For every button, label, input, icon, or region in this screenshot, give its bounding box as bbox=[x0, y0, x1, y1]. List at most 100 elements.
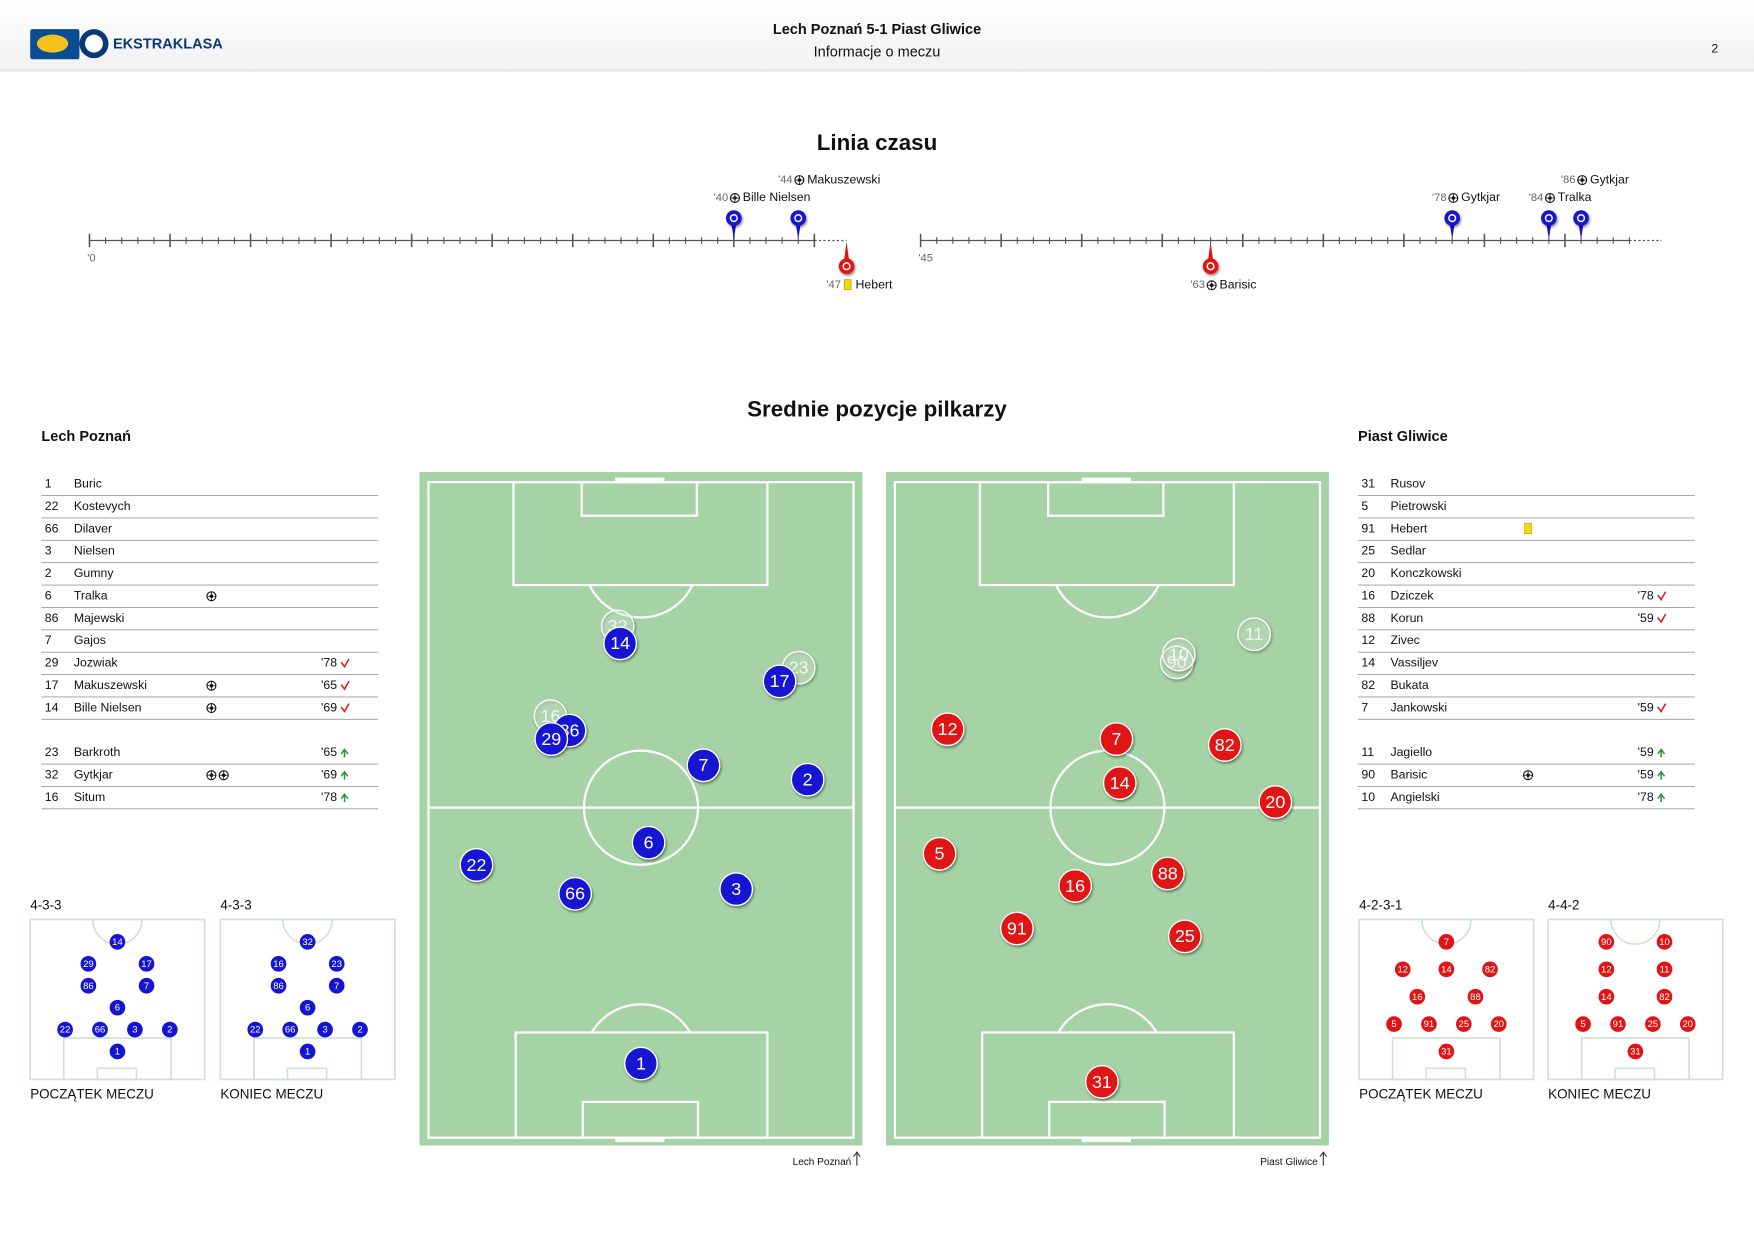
marker-number: 7 bbox=[1111, 729, 1121, 749]
ball-seams bbox=[206, 703, 216, 713]
pitch-caption: Lech Poznań bbox=[793, 1157, 852, 1168]
player-marker bbox=[534, 722, 569, 756]
player-name: Makuszewski bbox=[74, 678, 147, 692]
mini-marker-number: 5 bbox=[1580, 1019, 1585, 1030]
event-pin-hole bbox=[729, 214, 738, 223]
player-number: 90 bbox=[1361, 767, 1375, 781]
player-marker bbox=[930, 712, 965, 747]
marker-number: 17 bbox=[770, 671, 790, 691]
timeline-start-label: '0 bbox=[87, 252, 95, 264]
event-pin bbox=[790, 210, 807, 226]
logo-ball-inner bbox=[85, 34, 103, 53]
player-marker bbox=[1085, 1065, 1119, 1099]
sub-off-icon bbox=[340, 658, 350, 669]
mini-marker bbox=[270, 977, 287, 994]
player-name: Gytkjar bbox=[74, 767, 113, 781]
mini-goal-box bbox=[1425, 1067, 1467, 1081]
mini-marker-number: 20 bbox=[1493, 1019, 1504, 1030]
event-pin-hole bbox=[842, 262, 851, 271]
event-player: Barisic bbox=[1220, 278, 1257, 292]
mini-pitch: 31 5 91 25 20 14 82 12 11 90 10 bbox=[1547, 918, 1724, 1081]
sub-off-icon bbox=[1657, 591, 1667, 602]
ball-patch bbox=[209, 773, 214, 777]
logo[interactable]: EKSTRAKLASA bbox=[30, 29, 223, 60]
mini-marker-number: 11 bbox=[1660, 964, 1670, 975]
goal-icon bbox=[206, 703, 217, 714]
mini-marker bbox=[109, 934, 126, 950]
event-pin-hole bbox=[794, 214, 803, 223]
player-name: Rusov bbox=[1390, 477, 1426, 491]
ball-seams bbox=[206, 681, 216, 691]
player-number: 12 bbox=[1361, 633, 1375, 647]
ball-patch bbox=[1526, 773, 1530, 777]
player-number: 6 bbox=[45, 588, 52, 602]
mini-marker bbox=[1598, 988, 1615, 1005]
mini-marker-number: 5 bbox=[1391, 1019, 1396, 1030]
player-name: Majewski bbox=[74, 611, 125, 625]
event-pin bbox=[838, 258, 855, 275]
player-marker bbox=[1258, 785, 1293, 819]
marker-number: 12 bbox=[938, 719, 958, 739]
event-pin bbox=[1573, 210, 1589, 226]
sub-on-icon bbox=[340, 770, 349, 780]
player-name: Barkroth bbox=[74, 745, 121, 759]
formation-name: 4-3-3 bbox=[220, 898, 251, 913]
player-name: Dziczek bbox=[1390, 588, 1434, 602]
player-marker bbox=[1099, 722, 1134, 756]
sub-off-icon bbox=[340, 703, 350, 713]
ball-seams bbox=[1448, 193, 1458, 203]
player-number: 88 bbox=[1361, 611, 1375, 625]
pitch-caption: Piast Gliwice bbox=[1260, 1157, 1318, 1168]
goal-icon bbox=[1577, 175, 1588, 186]
mini-marker bbox=[1575, 1016, 1591, 1032]
marker-number: 7 bbox=[698, 755, 708, 775]
header-subtitle: Informacje o meczu bbox=[814, 44, 941, 60]
mini-marker-number: 82 bbox=[1659, 992, 1670, 1003]
player-number: 23 bbox=[45, 745, 59, 759]
pitch: 11901031591252016881214827Piast Gliwice bbox=[885, 472, 1329, 1168]
player-number: 16 bbox=[45, 790, 59, 804]
mini-marker-number: 12 bbox=[1601, 964, 1612, 975]
goal-top bbox=[1081, 477, 1131, 483]
timeline-title: Linia czasu bbox=[817, 130, 938, 155]
mini-marker-number: 66 bbox=[95, 1025, 106, 1036]
mini-marker-number: 22 bbox=[250, 1025, 261, 1036]
player-number: 82 bbox=[1361, 678, 1375, 692]
goal-icon bbox=[206, 770, 217, 781]
sub-minute: '59 bbox=[1638, 611, 1654, 625]
player-name: Jozwiak bbox=[74, 656, 119, 670]
player-number: 7 bbox=[1361, 700, 1368, 714]
mini-marker-number: 25 bbox=[1648, 1019, 1659, 1030]
event-player: Gytkjar bbox=[1590, 172, 1629, 186]
player-marker bbox=[1150, 856, 1185, 891]
player-marker bbox=[459, 848, 494, 882]
marker-number: 29 bbox=[541, 729, 561, 749]
player-name: Kostevych bbox=[74, 499, 131, 513]
mini-marker bbox=[1409, 988, 1426, 1005]
player-name: Gumny bbox=[74, 566, 114, 580]
mini-marker-number: 23 bbox=[331, 959, 342, 970]
marker-number: 22 bbox=[467, 855, 487, 875]
player-name: Pietrowski bbox=[1390, 499, 1446, 513]
ball-seams bbox=[1207, 280, 1217, 290]
player-name: Nielsen bbox=[74, 544, 115, 558]
marker-number: 66 bbox=[565, 884, 585, 904]
mini-marker bbox=[1438, 934, 1455, 950]
mini-marker bbox=[282, 1021, 299, 1038]
ball-seams bbox=[1577, 175, 1587, 185]
sub-minute: '78 bbox=[1638, 588, 1654, 602]
event-player: Gytkjar bbox=[1461, 190, 1500, 204]
event-player: Bille Nielsen bbox=[743, 190, 811, 204]
pitch-grass bbox=[419, 472, 863, 1146]
mini-marker bbox=[1490, 1016, 1507, 1032]
sub-marker bbox=[1161, 637, 1196, 672]
marker-number: 11 bbox=[1245, 624, 1264, 644]
formation-caption: KONIEC MECZU bbox=[220, 1087, 323, 1102]
event-pin-hole bbox=[1544, 214, 1553, 223]
mini-marker-number: 1 bbox=[115, 1047, 120, 1058]
player-name: Angielski bbox=[1390, 790, 1439, 804]
mini-marker-number: 3 bbox=[132, 1025, 137, 1036]
sub-minute: '78 bbox=[1638, 790, 1654, 804]
